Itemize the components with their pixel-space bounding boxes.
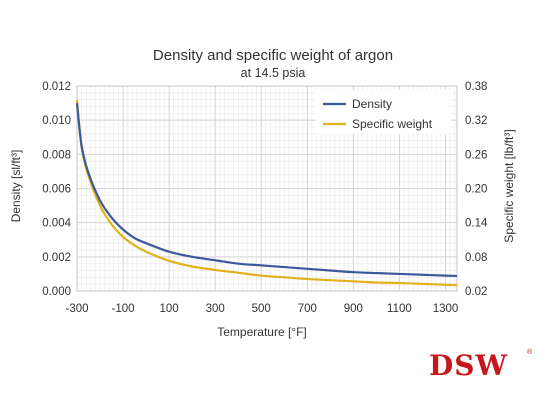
plot-area-border (76, 85, 458, 292)
registered-mark: ® (527, 348, 533, 356)
x-tick-label: 900 (344, 303, 363, 315)
x-tick-label: 700 (298, 303, 317, 315)
grid (76, 85, 458, 292)
series-line-density (75, 102, 458, 278)
x-tick-label: 100 (160, 303, 179, 315)
y2-tick-label: 0.08 (465, 252, 487, 264)
y-tick-label: 0.002 (42, 252, 71, 264)
tick-labels: -300 -100 100 300 500 700 900 1100 1300 0.000 0.00… (42, 81, 488, 315)
y-tick-label: 0.004 (42, 218, 71, 230)
y2-tick-label: 0.32 (465, 115, 487, 127)
x-tick-label: -300 (65, 303, 88, 315)
x-tick-label: -100 (112, 303, 135, 315)
x-tick-label: 300 (206, 303, 225, 315)
y-tick-label: 0.006 (42, 184, 71, 196)
series-lines (75, 100, 458, 287)
x-tick-label: 1100 (387, 303, 412, 315)
y2-tick-label: 0.02 (465, 286, 487, 298)
chart-subtitle: at 14.5 psia (241, 66, 306, 80)
legend: Density Specific weight (316, 90, 451, 134)
dsw-logo-text: DSW (429, 349, 508, 382)
y-tick-label: 0.010 (42, 115, 71, 127)
legend-box (316, 90, 451, 134)
legend-label-density: Density (352, 97, 392, 111)
y2-tick-label: 0.14 (465, 218, 488, 230)
legend-label-specific-weight: Specific weight (352, 117, 433, 131)
x-axis-label: Temperature [°F] (217, 325, 307, 339)
y2-tick-label: 0.26 (465, 149, 487, 161)
y2-tick-label: 0.20 (465, 184, 487, 196)
y2-tick-label: 0.38 (465, 81, 487, 93)
y-tick-label: 0.008 (42, 149, 71, 161)
x-tick-label: 500 (252, 303, 271, 315)
y-tick-label: 0.000 (42, 286, 71, 298)
y-tick-label: 0.012 (42, 81, 71, 93)
dsw-logo: DSW ® (429, 348, 533, 382)
y2-axis-label: Specific weight [lb/ft³] (502, 129, 516, 242)
y-axis-label: Density [sl/ft³] (9, 150, 23, 223)
series-line-specific-weight (75, 100, 458, 287)
chart-title: Density and specific weight of argon (153, 47, 393, 64)
x-tick-label: 1300 (433, 303, 459, 315)
